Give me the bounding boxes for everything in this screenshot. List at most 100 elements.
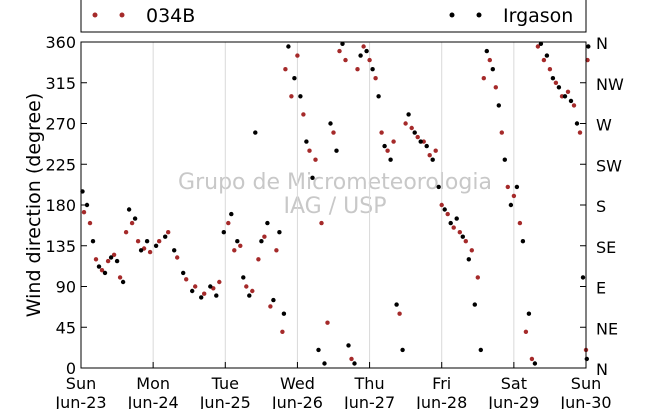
legend-marker	[449, 12, 455, 18]
data-point	[328, 121, 333, 126]
data-point	[340, 41, 345, 46]
series-034b	[81, 44, 590, 362]
data-point	[105, 258, 111, 264]
compass-tick-label: E	[596, 279, 606, 298]
data-point	[391, 139, 396, 144]
data-point	[271, 297, 276, 303]
data-point	[226, 220, 231, 226]
data-point	[102, 270, 108, 276]
data-point	[343, 57, 348, 63]
compass-tick-label: N	[596, 360, 608, 379]
legend-label: 034B	[146, 5, 195, 27]
data-point	[550, 76, 556, 81]
data-point	[172, 248, 177, 253]
x-axis: SunJun-23MonJun-24TueJun-25WedJun-26ThuJ…	[54, 362, 612, 409]
legend: 034B Irgason	[80, 0, 587, 33]
data-point	[283, 67, 288, 72]
data-point	[163, 234, 168, 239]
data-point	[292, 76, 297, 81]
data-point	[316, 347, 321, 353]
x-tick-day: Tue	[211, 374, 239, 393]
data-point	[214, 293, 219, 298]
data-point	[508, 202, 514, 208]
data-point	[238, 243, 243, 248]
data-point	[427, 153, 432, 158]
x-tick-day: Sat	[501, 374, 527, 393]
data-point	[253, 130, 258, 135]
watermark-line-1: Grupo de Micrometeorologia	[178, 170, 492, 195]
data-point	[289, 94, 294, 99]
data-point	[556, 85, 562, 90]
data-point	[478, 347, 483, 353]
data-point	[313, 157, 318, 162]
x-tick-date: Jun-23	[54, 393, 106, 409]
watermark-line-2: IAG / USP	[284, 194, 387, 219]
data-point	[451, 225, 456, 230]
data-point	[373, 76, 378, 81]
data-point	[547, 67, 553, 72]
data-point	[424, 143, 429, 149]
data-point	[319, 220, 324, 226]
data-point	[232, 248, 237, 253]
data-point	[403, 121, 408, 126]
data-point	[370, 67, 375, 72]
data-point	[334, 148, 339, 153]
legend-marker	[119, 12, 125, 18]
data-point	[457, 230, 462, 235]
data-point	[520, 239, 526, 244]
x-tick-date: Jun-24	[127, 393, 179, 409]
data-point	[310, 175, 315, 180]
data-point	[394, 302, 399, 307]
y-axis-label: Wind direction (degree)	[23, 93, 45, 318]
data-point	[307, 148, 312, 153]
series-irgason	[80, 41, 591, 366]
x-tick-day: Thu	[354, 374, 385, 393]
data-point	[304, 139, 309, 144]
data-point	[355, 67, 360, 72]
data-point	[565, 89, 571, 95]
data-point	[523, 329, 529, 334]
compass-tick-label: SE	[596, 238, 616, 257]
y-tick-label: 0	[66, 359, 76, 378]
data-point	[153, 243, 159, 248]
data-point	[499, 130, 504, 135]
compass-tick-label: SW	[596, 156, 622, 175]
data-point	[514, 184, 520, 190]
legend-box	[80, 0, 587, 33]
data-point	[166, 230, 171, 235]
data-point	[400, 347, 405, 353]
x-tick-date: Jun-25	[199, 393, 251, 409]
data-point	[442, 207, 447, 212]
data-point	[379, 130, 384, 135]
grid-lines	[152, 42, 515, 368]
data-point	[99, 268, 105, 273]
data-point	[81, 210, 87, 215]
data-point	[364, 48, 369, 54]
data-point	[96, 264, 102, 269]
data-point	[120, 279, 126, 285]
data-point	[87, 220, 93, 226]
data-points	[80, 41, 591, 366]
data-point	[90, 239, 96, 244]
y-tick-label: 135	[45, 237, 76, 256]
data-point	[322, 361, 327, 366]
data-point	[385, 148, 390, 153]
data-point	[472, 302, 477, 307]
data-point	[412, 130, 417, 135]
compass-tick-label: W	[596, 116, 612, 135]
data-point	[93, 257, 99, 262]
x-tick-date: Jun-27	[343, 393, 395, 409]
data-point	[496, 103, 501, 108]
data-point	[123, 230, 129, 235]
data-point	[190, 288, 195, 294]
data-point	[241, 275, 246, 280]
x-tick-date: Jun-26	[271, 393, 323, 409]
data-point	[193, 284, 198, 289]
data-point	[262, 234, 267, 239]
data-point	[114, 258, 120, 264]
data-point	[529, 356, 535, 362]
data-point	[535, 44, 541, 49]
y-tick-label: 315	[45, 74, 76, 93]
data-point	[580, 275, 586, 280]
compass-tick-label: N	[596, 34, 608, 53]
